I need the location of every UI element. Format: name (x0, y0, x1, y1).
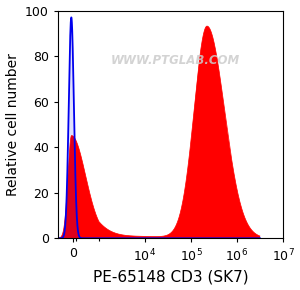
Text: WWW.PTGLAB.COM: WWW.PTGLAB.COM (110, 54, 240, 67)
X-axis label: PE-65148 CD3 (SK7): PE-65148 CD3 (SK7) (93, 269, 248, 284)
Y-axis label: Relative cell number: Relative cell number (6, 53, 20, 196)
